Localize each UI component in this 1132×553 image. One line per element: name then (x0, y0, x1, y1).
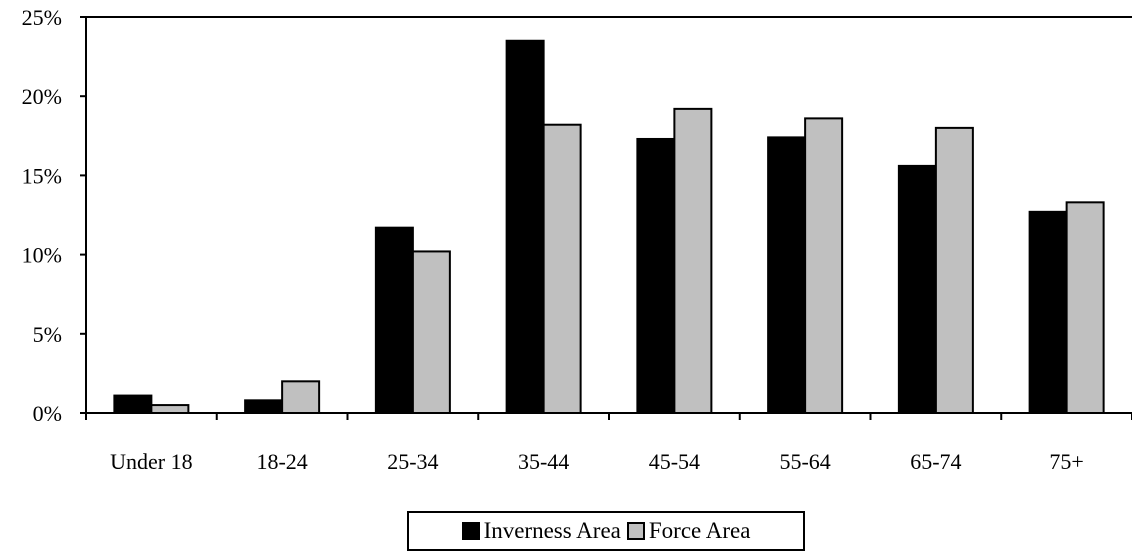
x-tick-label: 55-64 (779, 449, 830, 474)
bar-inverness-area-under-18 (113, 394, 153, 414)
x-tick-label: 18-24 (256, 449, 307, 474)
legend-label-force-area: Force Area (648, 518, 751, 543)
x-tick-label: 45-54 (649, 449, 700, 474)
bar-force-area-35-44 (542, 123, 582, 414)
y-tick-label: 10% (22, 243, 62, 268)
x-tick-label: 35-44 (518, 449, 569, 474)
bar-force-area-45-54 (673, 107, 713, 414)
bar-inverness-area-65-74 (897, 164, 937, 414)
bar-inverness-area-18-24 (244, 399, 284, 415)
bar-inverness-area-25-34 (374, 226, 414, 414)
x-tick-label: 65-74 (910, 449, 961, 474)
bar-force-area-18-24 (281, 380, 321, 415)
legend-swatch-force-area (626, 522, 645, 540)
x-tick-label: 25-34 (387, 449, 438, 474)
y-tick-label: 25% (22, 5, 62, 30)
legend-item-inverness-area: Inverness Area (461, 518, 621, 544)
x-tick-label: Under 18 (110, 449, 192, 474)
bar-force-area-75 (1065, 201, 1105, 414)
bar-inverness-area-45-54 (636, 137, 676, 415)
legend-label-inverness-area: Inverness Area (483, 518, 621, 543)
y-tick-label: 5% (33, 322, 62, 347)
bar-force-area-55-64 (804, 117, 844, 414)
y-tick-label: 15% (22, 163, 62, 188)
axes-layer: 0% 5% 10% 15% 20% 25% Under 18 18-24 25-34 35-44 4… (22, 5, 1132, 474)
x-tick-label: 75+ (1049, 449, 1083, 474)
chart-legend: Inverness Area Force Area (407, 511, 805, 551)
legend-swatch-inverness-area (461, 522, 480, 540)
bar-force-area-25-34 (411, 250, 451, 414)
bar-inverness-area-35-44 (505, 39, 545, 414)
bar-inverness-area-75 (1028, 210, 1068, 414)
bar-force-area-under-18 (150, 404, 190, 414)
legend-item-force-area: Force Area (626, 518, 751, 544)
bars-layer (113, 39, 1105, 415)
bar-inverness-area-55-64 (767, 136, 807, 414)
bar-force-area-65-74 (934, 126, 974, 414)
y-tick-label: 20% (22, 84, 62, 109)
y-tick-label: 0% (33, 401, 62, 426)
